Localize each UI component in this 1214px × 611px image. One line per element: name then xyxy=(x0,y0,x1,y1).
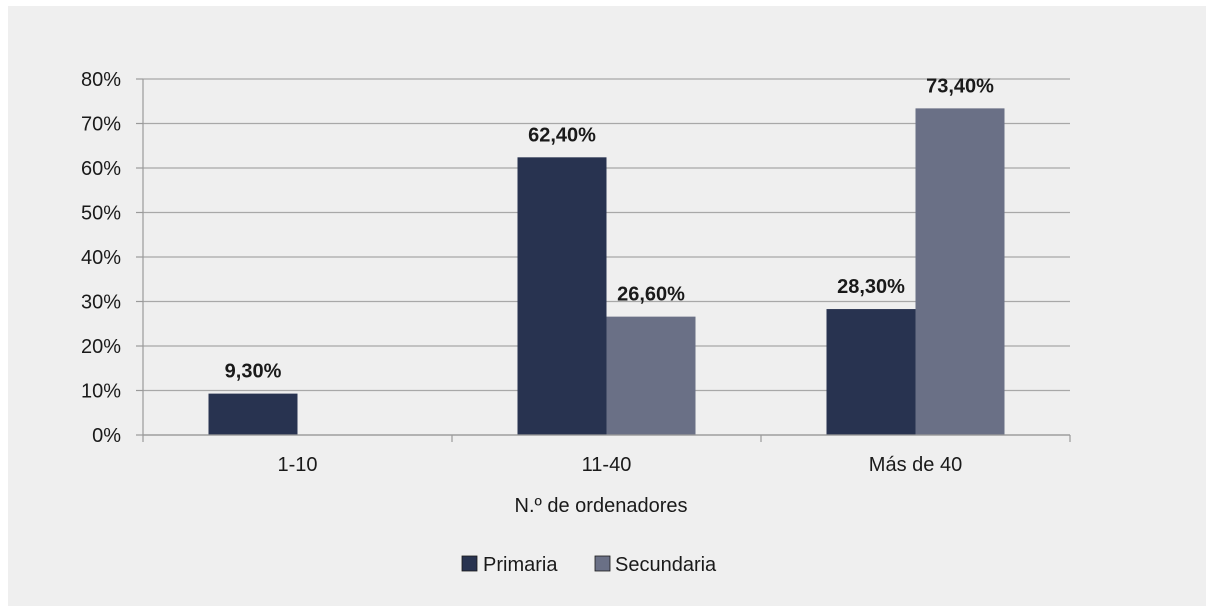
data-label-secundaria-1: 26,60% xyxy=(617,284,685,306)
data-label-primaria-2: 28,30% xyxy=(837,276,905,298)
bar-primaria-1 xyxy=(517,157,607,435)
legend: Primaria Secundaria xyxy=(461,554,717,576)
bar-secundaria-2 xyxy=(915,108,1005,436)
y-tick-label: 40% xyxy=(81,247,121,269)
x-tick-label: Más de 40 xyxy=(869,454,962,476)
chart-background xyxy=(8,6,1206,606)
legend-label-secundaria: Secundaria xyxy=(615,554,717,576)
legend-swatch-secundaria xyxy=(594,555,611,572)
y-tick-label: 60% xyxy=(81,158,121,180)
y-tick-label: 70% xyxy=(81,114,121,136)
x-tick-label: 11-40 xyxy=(582,454,632,476)
bar-primaria-2 xyxy=(826,309,916,435)
y-tick-label: 80% xyxy=(81,69,121,91)
y-tick-label: 50% xyxy=(81,203,121,225)
y-tick-label: 30% xyxy=(81,292,121,314)
y-tick-label: 0% xyxy=(92,425,121,447)
bar-secundaria-1 xyxy=(606,316,696,435)
data-label-secundaria-2: 73,40% xyxy=(926,75,994,97)
data-labels: 9,30% 62,40% 26,60% 28,30% 73,40% xyxy=(225,75,994,382)
data-label-primaria-0: 9,30% xyxy=(225,361,282,383)
y-tick-label: 10% xyxy=(81,381,121,403)
x-axis: 1-10 11-40 Más de 40 xyxy=(142,434,1071,476)
legend-label-primaria: Primaria xyxy=(483,554,558,576)
bars xyxy=(208,108,1005,436)
data-label-primaria-1: 62,40% xyxy=(528,124,596,146)
legend-swatch-primaria xyxy=(461,555,478,572)
bar-primaria-0 xyxy=(208,393,298,435)
y-tick-label: 20% xyxy=(81,336,121,358)
y-axis-ticks: 0% 10% 20% 30% 40% 50% 60% 70% 80% xyxy=(81,69,144,447)
x-tick-label: 1-10 xyxy=(277,454,317,476)
x-axis-title: N.º de ordenadores xyxy=(515,495,688,517)
